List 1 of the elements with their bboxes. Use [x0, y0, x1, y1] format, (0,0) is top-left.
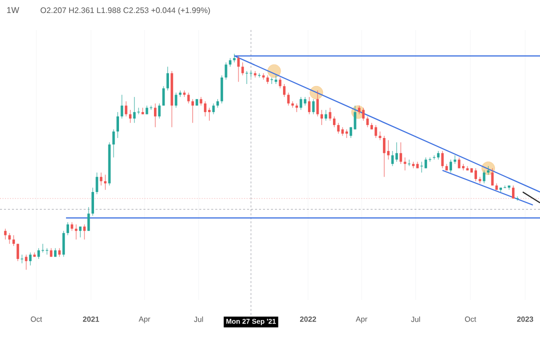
chart-title: 1W — [7, 7, 20, 13]
